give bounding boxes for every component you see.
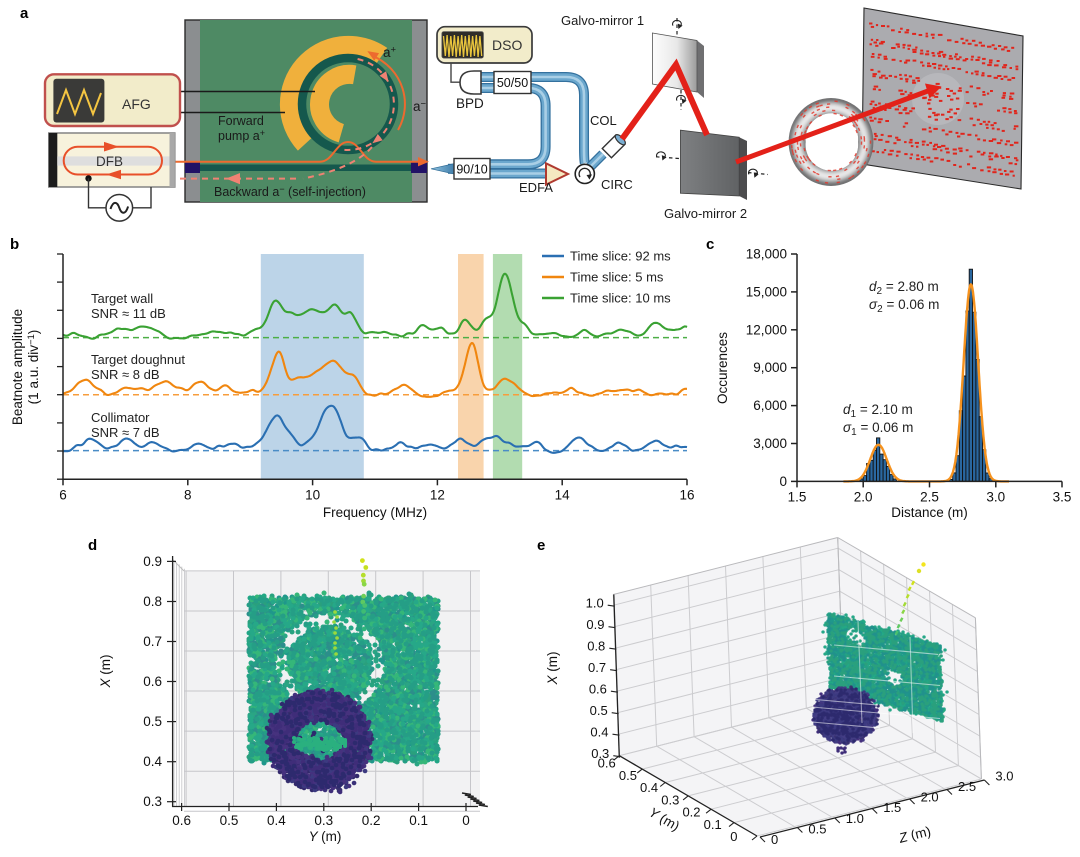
svg-text:Time slice: 5 ms: Time slice: 5 ms: [570, 270, 664, 285]
svg-text:1.5: 1.5: [883, 800, 901, 815]
svg-text:0: 0: [462, 813, 470, 828]
svg-text:AFG: AFG: [122, 96, 151, 112]
svg-text:Occurences: Occurences: [715, 332, 730, 404]
svg-text:2.0: 2.0: [921, 790, 939, 805]
svg-text:Backward a− (self-injection): Backward a− (self-injection): [214, 184, 366, 199]
svg-text:0.3: 0.3: [591, 746, 609, 761]
svg-text:Galvo-mirror 2: Galvo-mirror 2: [664, 206, 747, 221]
svg-text:1.0: 1.0: [586, 596, 604, 611]
svg-text:12: 12: [430, 487, 445, 502]
svg-text:Target wall: Target wall: [91, 291, 153, 306]
svg-text:3.5: 3.5: [1053, 489, 1072, 504]
svg-text:EDFA: EDFA: [519, 180, 553, 195]
svg-text:0.1: 0.1: [409, 813, 428, 828]
svg-text:0.5: 0.5: [808, 821, 826, 836]
svg-text:e: e: [537, 537, 545, 554]
svg-text:0.5: 0.5: [590, 703, 608, 718]
svg-text:Galvo-mirror 1: Galvo-mirror 1: [561, 13, 644, 28]
svg-text:1.0: 1.0: [846, 811, 864, 826]
svg-text:3.0: 3.0: [995, 768, 1013, 783]
svg-text:0.7: 0.7: [143, 634, 162, 649]
svg-text:10: 10: [305, 487, 320, 502]
svg-text:3.0: 3.0: [986, 489, 1005, 504]
svg-text:0.3: 0.3: [314, 813, 333, 828]
svg-text:6: 6: [59, 487, 67, 502]
svg-text:d: d: [88, 537, 97, 554]
svg-text:0.1: 0.1: [704, 817, 722, 832]
svg-text:Distance (m): Distance (m): [891, 505, 968, 520]
svg-text:0.4: 0.4: [590, 725, 608, 740]
svg-text:2.5: 2.5: [920, 489, 939, 504]
svg-text:0.2: 0.2: [362, 813, 381, 828]
svg-text:15,000: 15,000: [746, 284, 787, 299]
svg-text:b: b: [10, 236, 19, 253]
svg-text:0.6: 0.6: [598, 756, 616, 771]
svg-text:0.6: 0.6: [172, 813, 191, 828]
svg-text:Collimator: Collimator: [91, 410, 150, 425]
svg-text:Forward: Forward: [218, 114, 264, 128]
svg-text:0.6: 0.6: [143, 674, 162, 689]
svg-text:3,000: 3,000: [753, 436, 787, 451]
svg-text:Frequency (MHz): Frequency (MHz): [323, 505, 427, 520]
svg-text:SNR ≈ 7 dB: SNR ≈ 7 dB: [91, 425, 160, 440]
svg-text:X (m): X (m): [98, 654, 113, 688]
svg-text:pump a+: pump a+: [218, 128, 265, 143]
svg-text:CIRC: CIRC: [601, 177, 633, 192]
svg-text:12,000: 12,000: [746, 322, 787, 337]
svg-text:9,000: 9,000: [753, 360, 787, 375]
svg-text:σ2 = 0.06 m: σ2 = 0.06 m: [869, 297, 939, 315]
svg-text:8: 8: [184, 487, 192, 502]
svg-text:0: 0: [771, 832, 778, 847]
svg-text:0.3: 0.3: [661, 792, 679, 807]
svg-text:0.5: 0.5: [619, 768, 637, 783]
svg-text:0.5: 0.5: [143, 714, 162, 729]
svg-text:0.7: 0.7: [588, 660, 606, 675]
svg-text:Time slice: 92 ms: Time slice: 92 ms: [570, 249, 671, 264]
svg-text:σ1 = 0.06 m: σ1 = 0.06 m: [843, 420, 913, 438]
svg-text:1.5: 1.5: [788, 489, 807, 504]
svg-text:0: 0: [730, 829, 737, 844]
svg-text:Target doughnut: Target doughnut: [91, 352, 185, 367]
svg-text:0: 0: [779, 474, 787, 489]
svg-text:0.9: 0.9: [143, 554, 162, 569]
svg-text:SNR ≈ 8 dB: SNR ≈ 8 dB: [91, 367, 160, 382]
svg-text:BPD: BPD: [456, 96, 484, 111]
svg-text:2.5: 2.5: [958, 779, 976, 794]
svg-text:d1 = 2.10 m: d1 = 2.10 m: [843, 402, 913, 420]
svg-text:0.6: 0.6: [589, 682, 607, 697]
svg-text:0.9: 0.9: [586, 617, 604, 632]
svg-text:0.8: 0.8: [143, 594, 162, 609]
svg-text:50/50: 50/50: [497, 76, 528, 90]
svg-text:0.4: 0.4: [267, 813, 286, 828]
svg-text:Y (m): Y (m): [309, 829, 342, 844]
svg-text:COL: COL: [590, 113, 617, 128]
svg-text:d2 = 2.80 m: d2 = 2.80 m: [869, 279, 939, 297]
svg-text:0.5: 0.5: [220, 813, 239, 828]
svg-text:Beatnote amplitude: Beatnote amplitude: [10, 309, 25, 425]
svg-text:c: c: [706, 236, 714, 253]
svg-text:DFB: DFB: [96, 154, 123, 169]
svg-text:14: 14: [555, 487, 571, 502]
svg-text:DSO: DSO: [492, 37, 522, 53]
svg-text:0.4: 0.4: [640, 780, 658, 795]
svg-text:0.8: 0.8: [587, 639, 605, 654]
svg-text:6,000: 6,000: [753, 398, 787, 413]
svg-text:0.3: 0.3: [143, 794, 162, 809]
svg-text:X (m): X (m): [545, 651, 560, 685]
svg-text:2.0: 2.0: [854, 489, 873, 504]
svg-text:Time slice: 10 ms: Time slice: 10 ms: [570, 291, 671, 306]
svg-text:90/10: 90/10: [456, 163, 487, 177]
svg-text:a: a: [20, 5, 29, 22]
svg-text:16: 16: [679, 487, 694, 502]
svg-text:SNR ≈ 11 dB: SNR ≈ 11 dB: [91, 306, 166, 321]
svg-text:0.4: 0.4: [143, 754, 162, 769]
svg-text:18,000: 18,000: [746, 247, 787, 262]
svg-text:0.2: 0.2: [682, 805, 700, 820]
svg-text:(1 a.u. div−1): (1 a.u. div−1): [26, 330, 41, 405]
